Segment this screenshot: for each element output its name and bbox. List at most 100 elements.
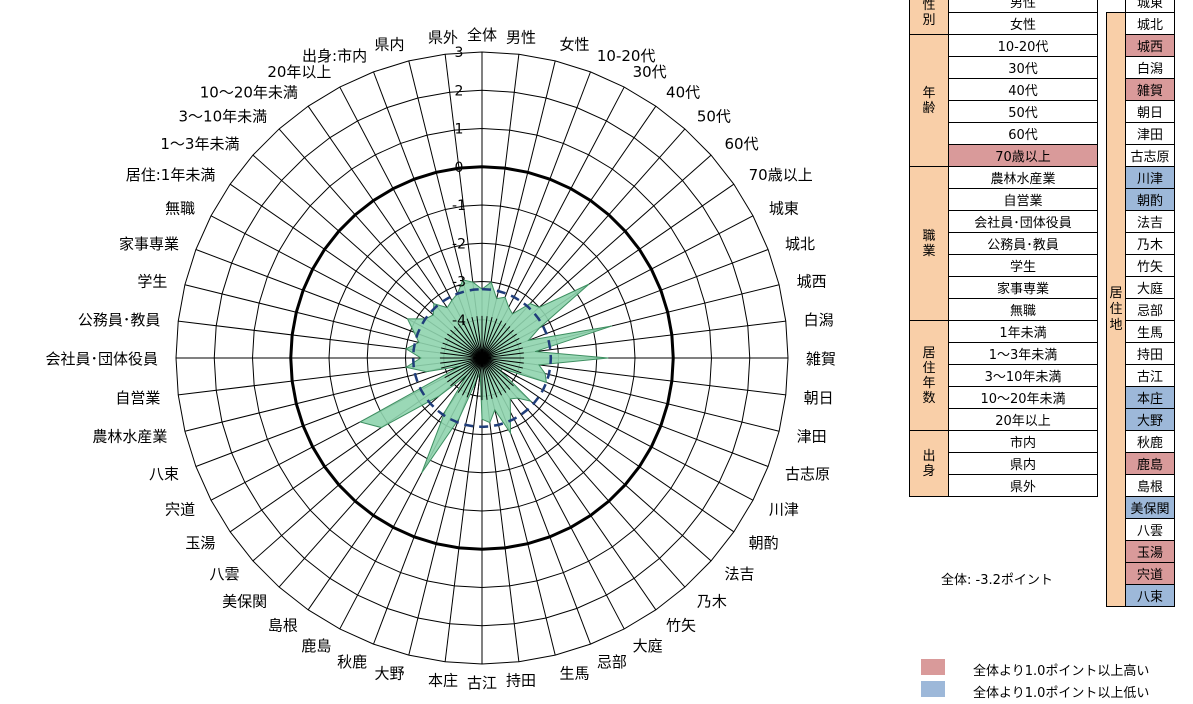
city-label: 玉湯 <box>1125 540 1175 563</box>
center-spoke <box>481 326 511 359</box>
center-spoke <box>442 357 483 374</box>
city-label: 乃木 <box>1125 232 1175 255</box>
legend-blank <box>910 497 1098 607</box>
city-label: 持田 <box>1125 342 1175 365</box>
center-spoke <box>476 316 483 359</box>
legend-table: 性別男性 城東 女性居住地城北年齢 10-20代 城西 30代 白潟 40代 雑賀 50代 朝日 60… <box>909 0 1175 607</box>
axis-label: 大野 <box>374 665 404 683</box>
axis-label: 古江 <box>467 674 497 692</box>
chart-center <box>476 352 488 364</box>
center-spoke <box>471 357 483 399</box>
key-high-swatch <box>921 659 945 675</box>
legend-row: 1～3年未満 持田 <box>910 342 1175 365</box>
subgroup-label: 県内 <box>948 452 1098 475</box>
center-spoke <box>481 318 498 359</box>
axis-spoke <box>444 357 483 662</box>
center-spoke <box>481 323 507 359</box>
axis-label: 公務員･教員 <box>78 311 161 329</box>
center-spoke <box>481 357 498 398</box>
axis-label: 10-20代 <box>597 47 656 65</box>
city-label: 八雲 <box>1125 518 1175 541</box>
center-spoke <box>441 347 483 359</box>
region-label: 居住地 <box>1106 12 1126 607</box>
radial-tick-label: 3 <box>455 45 464 61</box>
axis-label: 大庭 <box>633 637 663 655</box>
legend-row: 30代 白潟 <box>910 56 1175 79</box>
subgroup-label: 無職 <box>948 298 1098 321</box>
legend-row: 自営業 朝酌 <box>910 188 1175 211</box>
legend-row: 居住年数 1年未満 生馬 <box>909 320 1175 431</box>
center-spoke <box>481 317 493 359</box>
city-label: 宍道 <box>1125 562 1175 585</box>
axis-label: 城西 <box>797 272 827 290</box>
subgroup-label: 公務員･教員 <box>948 232 1098 255</box>
city-label: 雑賀 <box>1125 78 1175 101</box>
radial-tick-label: 2 <box>455 83 464 99</box>
axis-label: 城北 <box>785 235 815 253</box>
city-label: 城東 <box>1125 0 1175 13</box>
city-label: 鹿島 <box>1125 452 1175 475</box>
center-spoke <box>481 357 520 378</box>
axis-spoke <box>278 357 483 588</box>
city-label: 忌部 <box>1125 298 1175 321</box>
center-spoke <box>462 357 483 396</box>
axis-label: 津田 <box>797 428 827 446</box>
subgroup-label: 10～20年未満 <box>948 386 1098 409</box>
axis-spoke <box>481 357 657 611</box>
axis-spoke <box>195 357 483 467</box>
legend-row: 女性居住地城北 <box>910 12 1175 607</box>
legend-row: 3～10年未満 古江 <box>910 364 1175 387</box>
axis-label: 無職 <box>165 199 195 217</box>
legend-gap <box>1098 0 1107 607</box>
legend-row: 県内 鹿島 <box>910 452 1175 475</box>
center-spoke <box>481 342 522 359</box>
axis-label: 法吉 <box>725 565 755 583</box>
subgroup-label: 50代 <box>948 100 1098 123</box>
subgroup-label: 市内 <box>948 430 1098 453</box>
radar-data-layer <box>358 279 613 474</box>
center-spoke <box>447 333 483 359</box>
category-label: 職業 <box>909 166 949 321</box>
city-label: 城北 <box>1125 12 1175 35</box>
radial-tick-label: -4 <box>452 313 466 329</box>
subgroup-label: 3～10年未満 <box>948 364 1098 387</box>
city-label: 本庄 <box>1125 386 1175 409</box>
axis-label: 竹矢 <box>666 617 696 635</box>
city-label: 生馬 <box>1125 320 1175 343</box>
legend-row: 学生 竹矢 <box>910 254 1175 277</box>
category-label: 居住年数 <box>909 320 949 431</box>
axis-label: 県内 <box>374 35 404 53</box>
city-label: 朝日 <box>1125 100 1175 123</box>
axis-label: 1～3年未満 <box>160 135 239 153</box>
subgroup-label: 10-20代 <box>948 34 1098 57</box>
overall-note: 全体: -3.2ポイント <box>941 573 1053 588</box>
center-spoke <box>471 317 483 359</box>
axis-label: 自営業 <box>115 389 160 407</box>
subgroup-label: 女性 <box>948 12 1098 35</box>
city-label: 古江 <box>1125 364 1175 387</box>
city-label: 朝酌 <box>1125 188 1175 211</box>
key-low-swatch <box>921 681 945 697</box>
axis-label: 会社員･団体役員 <box>45 350 158 368</box>
radial-tick-label: -3 <box>452 275 466 291</box>
axis-label: 玉湯 <box>185 534 215 552</box>
center-spoke <box>444 357 483 378</box>
axis-label: 生馬 <box>560 665 590 683</box>
radial-tick-label: -1 <box>452 198 466 214</box>
radial-tick-label: 0 <box>455 160 464 176</box>
legend-row: 美保関 <box>910 496 1175 519</box>
center-spoke <box>481 357 511 390</box>
legend-row: 50代 朝日 <box>910 100 1175 123</box>
city-label: 大庭 <box>1125 276 1175 299</box>
city-label: 大野 <box>1125 408 1175 431</box>
axis-label: 島根 <box>268 617 298 635</box>
legend-row: 10～20年未満 本庄 <box>910 386 1175 409</box>
center-spoke <box>481 357 502 396</box>
subgroup-label: 20年以上 <box>948 408 1098 431</box>
city-label: 城西 <box>1125 34 1175 57</box>
axis-label: 農林水産業 <box>92 428 167 446</box>
axis-label: 川津 <box>769 501 799 519</box>
legend-row: 八束 <box>910 584 1175 607</box>
